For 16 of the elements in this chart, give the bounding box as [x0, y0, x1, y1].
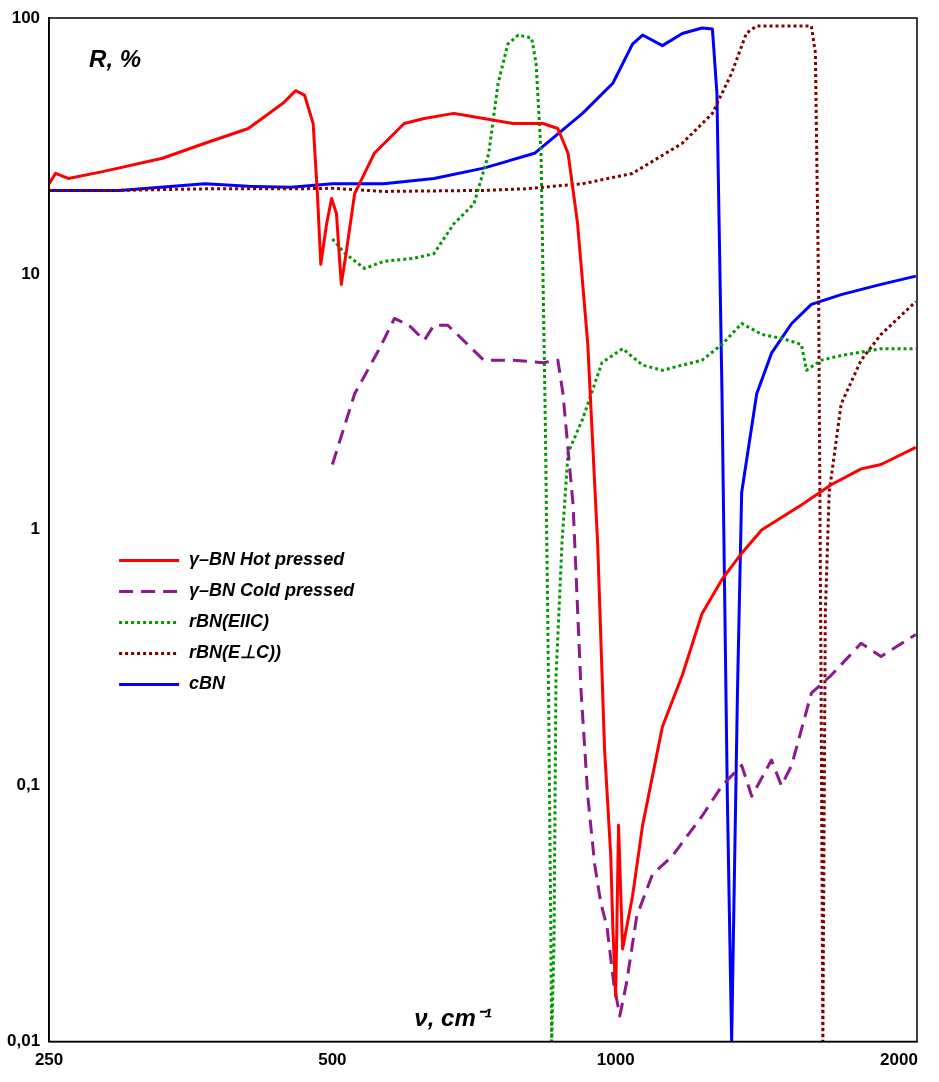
legend-label: γ–BN Cold pressed: [189, 580, 356, 601]
y-tick-label: 1: [30, 519, 41, 539]
y-tick-label: 0,1: [16, 775, 41, 795]
x-tick-label: 500: [318, 1050, 347, 1070]
x-tick-label: 250: [34, 1050, 64, 1070]
x-axis-title: ν, cm⁻¹: [414, 1004, 492, 1032]
legend-label: rBN(EIIC): [189, 611, 270, 632]
y-tick-label: 100: [11, 7, 41, 27]
y-axis-title: R, %: [89, 44, 142, 72]
y-tick-label: 0,01: [6, 1031, 41, 1051]
legend-label: rBN(E⊥C)): [189, 642, 282, 663]
x-tick-label: 2000: [880, 1050, 918, 1070]
legend-label: cBN: [189, 673, 227, 694]
legend-label: γ–BN Hot pressed: [189, 549, 346, 570]
y-tick-label: 10: [21, 263, 41, 283]
x-tick-label: 1000: [596, 1050, 635, 1070]
